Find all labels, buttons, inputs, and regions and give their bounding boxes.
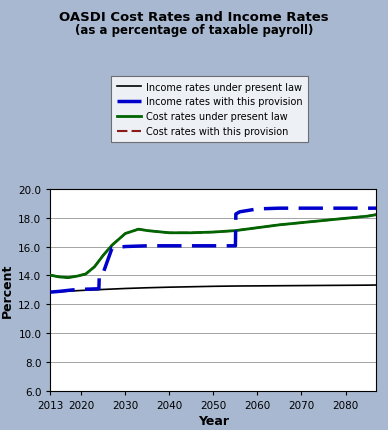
Text: (as a percentage of taxable payroll): (as a percentage of taxable payroll) [75,24,313,37]
X-axis label: Year: Year [198,415,229,427]
Legend: Income rates under present law, Income rates with this provision, Cost rates und: Income rates under present law, Income r… [111,77,308,143]
Text: OASDI Cost Rates and Income Rates: OASDI Cost Rates and Income Rates [59,11,329,24]
Y-axis label: Percent: Percent [1,263,14,317]
